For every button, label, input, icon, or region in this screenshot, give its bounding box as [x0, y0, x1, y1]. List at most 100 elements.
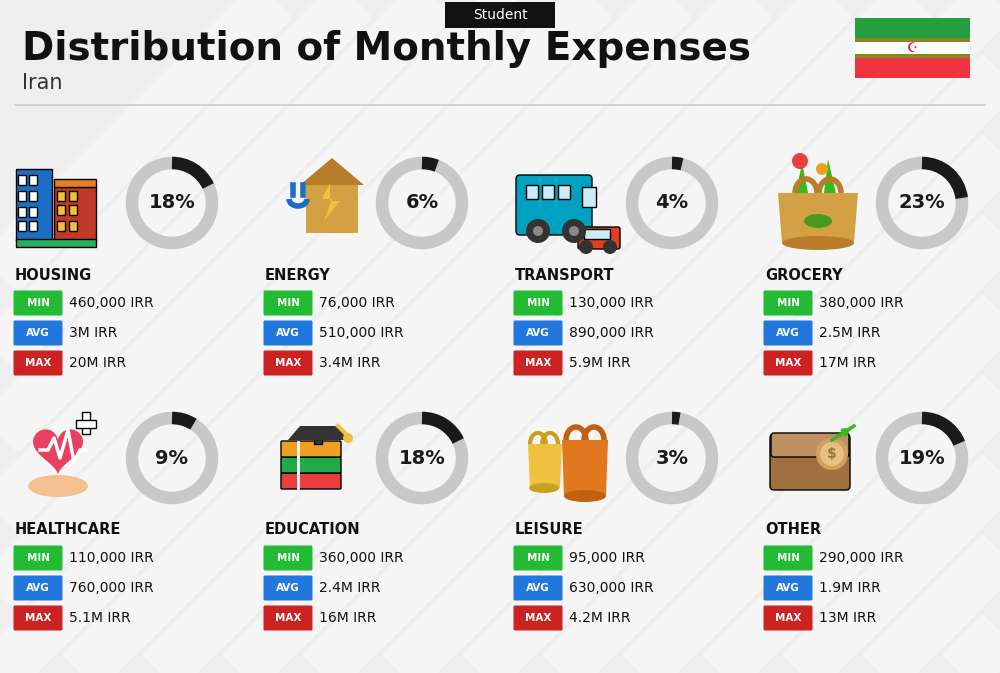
- FancyBboxPatch shape: [764, 546, 812, 571]
- FancyBboxPatch shape: [514, 575, 562, 600]
- Text: 20M IRR: 20M IRR: [69, 356, 126, 370]
- Circle shape: [816, 163, 828, 175]
- Text: 76,000 IRR: 76,000 IRR: [319, 296, 395, 310]
- FancyBboxPatch shape: [764, 351, 812, 376]
- FancyBboxPatch shape: [764, 575, 812, 600]
- Circle shape: [816, 438, 848, 470]
- Text: 3M IRR: 3M IRR: [69, 326, 117, 340]
- FancyBboxPatch shape: [18, 175, 26, 185]
- FancyBboxPatch shape: [764, 606, 812, 631]
- Text: MAX: MAX: [275, 613, 301, 623]
- Text: 23%: 23%: [899, 194, 945, 213]
- Text: AVG: AVG: [276, 328, 300, 338]
- FancyBboxPatch shape: [29, 175, 37, 185]
- FancyBboxPatch shape: [264, 606, 312, 631]
- FancyBboxPatch shape: [514, 546, 562, 571]
- FancyBboxPatch shape: [57, 191, 65, 201]
- Text: 18%: 18%: [399, 448, 445, 468]
- Text: Iran: Iran: [22, 73, 62, 93]
- FancyBboxPatch shape: [281, 441, 341, 457]
- FancyBboxPatch shape: [264, 546, 312, 571]
- FancyBboxPatch shape: [69, 191, 77, 201]
- FancyBboxPatch shape: [14, 291, 62, 316]
- FancyBboxPatch shape: [764, 291, 812, 316]
- Text: 5.1M IRR: 5.1M IRR: [69, 611, 131, 625]
- Text: 110,000 IRR: 110,000 IRR: [69, 551, 154, 565]
- FancyBboxPatch shape: [264, 575, 312, 600]
- FancyBboxPatch shape: [514, 606, 562, 631]
- Text: 510,000 IRR: 510,000 IRR: [319, 326, 404, 340]
- FancyBboxPatch shape: [57, 205, 65, 215]
- Ellipse shape: [529, 483, 559, 493]
- FancyBboxPatch shape: [514, 351, 562, 376]
- Text: MAX: MAX: [25, 358, 51, 368]
- FancyBboxPatch shape: [578, 227, 620, 249]
- Text: 4.2M IRR: 4.2M IRR: [569, 611, 631, 625]
- Text: MIN: MIN: [526, 553, 550, 563]
- Text: MAX: MAX: [775, 613, 801, 623]
- FancyBboxPatch shape: [29, 207, 37, 217]
- Text: 3.4M IRR: 3.4M IRR: [319, 356, 380, 370]
- Ellipse shape: [804, 214, 832, 228]
- Text: 16M IRR: 16M IRR: [319, 611, 376, 625]
- Text: MIN: MIN: [776, 553, 800, 563]
- Polygon shape: [322, 183, 340, 221]
- FancyBboxPatch shape: [855, 57, 970, 78]
- FancyBboxPatch shape: [584, 229, 610, 239]
- Text: GROCERY: GROCERY: [765, 267, 843, 283]
- FancyBboxPatch shape: [445, 2, 555, 28]
- Text: AVG: AVG: [776, 583, 800, 593]
- FancyBboxPatch shape: [516, 175, 592, 235]
- Circle shape: [569, 226, 579, 236]
- FancyBboxPatch shape: [514, 320, 562, 345]
- Text: 4%: 4%: [655, 194, 689, 213]
- FancyBboxPatch shape: [14, 351, 62, 376]
- Text: AVG: AVG: [526, 583, 550, 593]
- Text: EDUCATION: EDUCATION: [265, 522, 361, 538]
- Text: 18%: 18%: [149, 194, 195, 213]
- Ellipse shape: [564, 490, 606, 502]
- Text: 360,000 IRR: 360,000 IRR: [319, 551, 404, 565]
- Text: 19%: 19%: [899, 448, 945, 468]
- Text: 290,000 IRR: 290,000 IRR: [819, 551, 904, 565]
- FancyBboxPatch shape: [82, 412, 90, 434]
- Text: AVG: AVG: [26, 583, 50, 593]
- Text: 3%: 3%: [656, 448, 688, 468]
- Text: MAX: MAX: [525, 613, 551, 623]
- Text: ☪: ☪: [906, 42, 918, 55]
- FancyBboxPatch shape: [281, 457, 341, 473]
- Text: 2.5M IRR: 2.5M IRR: [819, 326, 881, 340]
- FancyBboxPatch shape: [855, 54, 970, 58]
- Text: MIN: MIN: [526, 298, 550, 308]
- Circle shape: [562, 219, 586, 243]
- Text: 380,000 IRR: 380,000 IRR: [819, 296, 904, 310]
- Polygon shape: [778, 193, 858, 243]
- Polygon shape: [288, 426, 350, 440]
- Text: 890,000 IRR: 890,000 IRR: [569, 326, 654, 340]
- Text: MIN: MIN: [26, 553, 50, 563]
- FancyBboxPatch shape: [69, 205, 77, 215]
- Circle shape: [603, 240, 617, 254]
- Text: 95,000 IRR: 95,000 IRR: [569, 551, 645, 565]
- Text: 130,000 IRR: 130,000 IRR: [569, 296, 654, 310]
- Text: MIN: MIN: [276, 298, 300, 308]
- Text: AVG: AVG: [26, 328, 50, 338]
- FancyBboxPatch shape: [281, 473, 341, 489]
- FancyBboxPatch shape: [542, 185, 554, 199]
- Text: 17M IRR: 17M IRR: [819, 356, 876, 370]
- FancyBboxPatch shape: [14, 606, 62, 631]
- FancyBboxPatch shape: [582, 187, 596, 207]
- FancyBboxPatch shape: [770, 434, 850, 490]
- FancyBboxPatch shape: [54, 179, 96, 187]
- Text: MIN: MIN: [276, 553, 300, 563]
- FancyBboxPatch shape: [18, 221, 26, 231]
- Text: Distribution of Monthly Expenses: Distribution of Monthly Expenses: [22, 30, 751, 68]
- Text: MIN: MIN: [26, 298, 50, 308]
- Polygon shape: [824, 159, 836, 193]
- FancyBboxPatch shape: [264, 320, 312, 345]
- Text: 13M IRR: 13M IRR: [819, 611, 876, 625]
- Polygon shape: [562, 440, 608, 496]
- Text: ENERGY: ENERGY: [265, 267, 331, 283]
- FancyBboxPatch shape: [771, 433, 849, 457]
- FancyBboxPatch shape: [764, 320, 812, 345]
